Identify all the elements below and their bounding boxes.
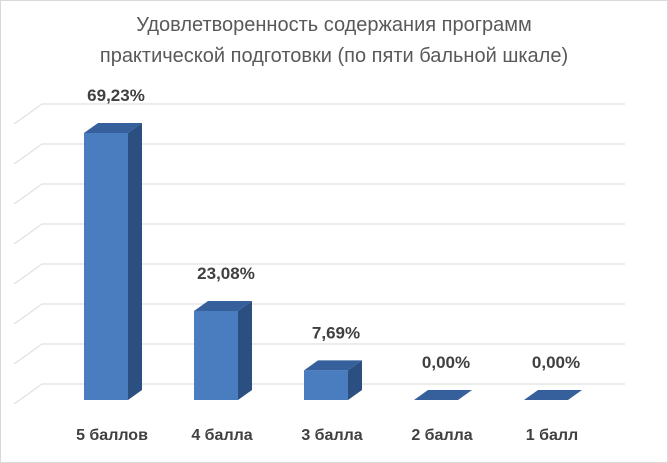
chart-title-line-2: практической подготовки (по пяти бальной… — [99, 45, 569, 67]
bar — [194, 300, 252, 400]
chart-title-line-1: Удовлетворенность содержания программ — [136, 14, 532, 36]
bar-top — [84, 122, 142, 133]
gridline-slant — [13, 263, 43, 285]
gridline-slant — [13, 183, 43, 205]
bar-front — [304, 370, 348, 400]
category-labels: 5 баллов 4 балла 3 балла 2 балла 1 балл — [76, 427, 578, 444]
gridline-slant — [13, 103, 43, 125]
gridline-slant — [13, 303, 43, 325]
data-label: 0,00% — [422, 353, 470, 372]
chart-title: Удовлетворенность содержания программ пр… — [0, 10, 668, 72]
bar-front — [194, 310, 238, 400]
gridline-slant — [13, 223, 43, 245]
category-label: 1 балл — [526, 427, 578, 444]
data-label: 69,23% — [87, 86, 145, 105]
bar-top — [414, 390, 472, 400]
bar-top — [524, 390, 582, 400]
data-label: 0,00% — [532, 353, 580, 372]
gridline-slant — [13, 383, 43, 405]
category-label: 5 баллов — [76, 427, 148, 444]
bar-top — [194, 300, 252, 311]
category-label: 3 балла — [301, 427, 362, 444]
gridline-slant — [13, 143, 43, 165]
category-label: 4 балла — [191, 427, 252, 444]
bar — [84, 122, 142, 400]
bar-top — [304, 360, 362, 371]
gridline-slant — [13, 343, 43, 365]
category-label: 2 балла — [411, 427, 472, 444]
bar — [524, 390, 582, 400]
bar-front — [84, 132, 128, 400]
data-labels: 69,23% 23,08% 7,69% 0,00% 0,00% — [87, 86, 580, 372]
bar-side — [128, 122, 142, 400]
bar — [414, 390, 472, 400]
data-label: 7,69% — [312, 323, 360, 342]
bar-side — [348, 360, 362, 400]
bar — [304, 360, 362, 400]
bar-side — [238, 300, 252, 400]
data-label: 23,08% — [197, 264, 255, 283]
bars — [84, 122, 582, 400]
